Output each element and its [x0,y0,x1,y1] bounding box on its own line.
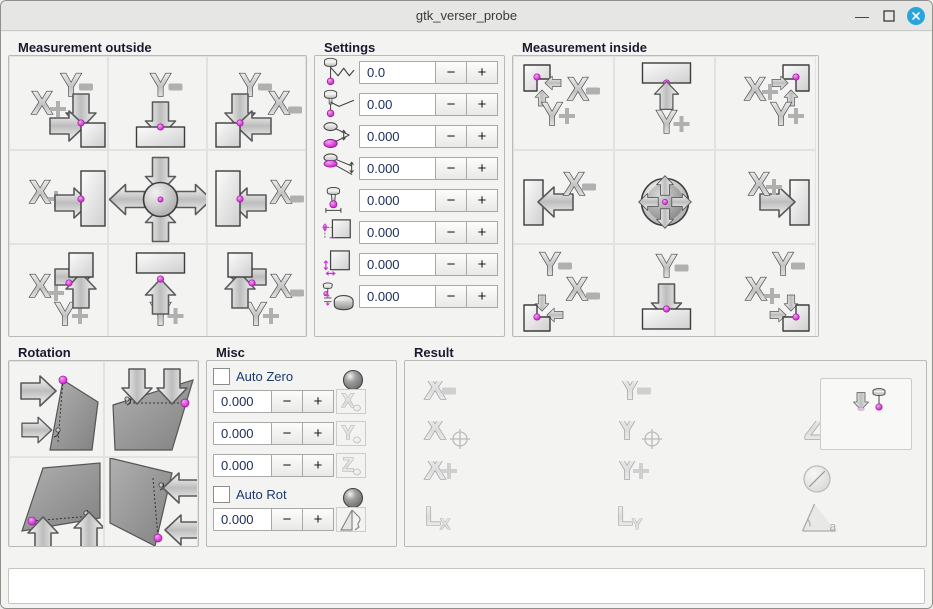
svg-text:X: X [270,268,292,304]
svg-text:Y: Y [150,67,171,103]
svg-text:Y: Y [539,246,560,282]
svg-text:X: X [744,71,766,107]
svg-text:X: X [29,268,51,304]
svg-text:L: L [425,501,441,531]
svg-text:Y: Y [772,246,793,282]
svg-text:X: X [29,174,51,210]
svg-text:X: X [566,271,588,307]
svg-text:Y: Y [342,423,355,444]
svg-text:X: X [440,516,450,533]
svg-text:a: a [829,519,836,533]
svg-text:X: X [342,391,355,412]
svg-text:Y: Y [616,461,637,486]
svg-text:X: X [268,85,290,121]
svg-text:Y: Y [616,421,637,446]
svg-text:Y: Y [632,516,642,533]
svg-text:X: X [31,85,53,121]
svg-text:X: X [563,166,585,202]
svg-text:X: X [748,166,770,202]
svg-text:X: X [424,461,446,486]
svg-text:Z: Z [342,455,354,476]
svg-text:X: X [270,174,292,210]
svg-text:L: L [617,501,633,531]
svg-text:Y: Y [656,248,677,284]
svg-text:X: X [424,421,446,446]
svg-text:X: X [745,271,767,307]
